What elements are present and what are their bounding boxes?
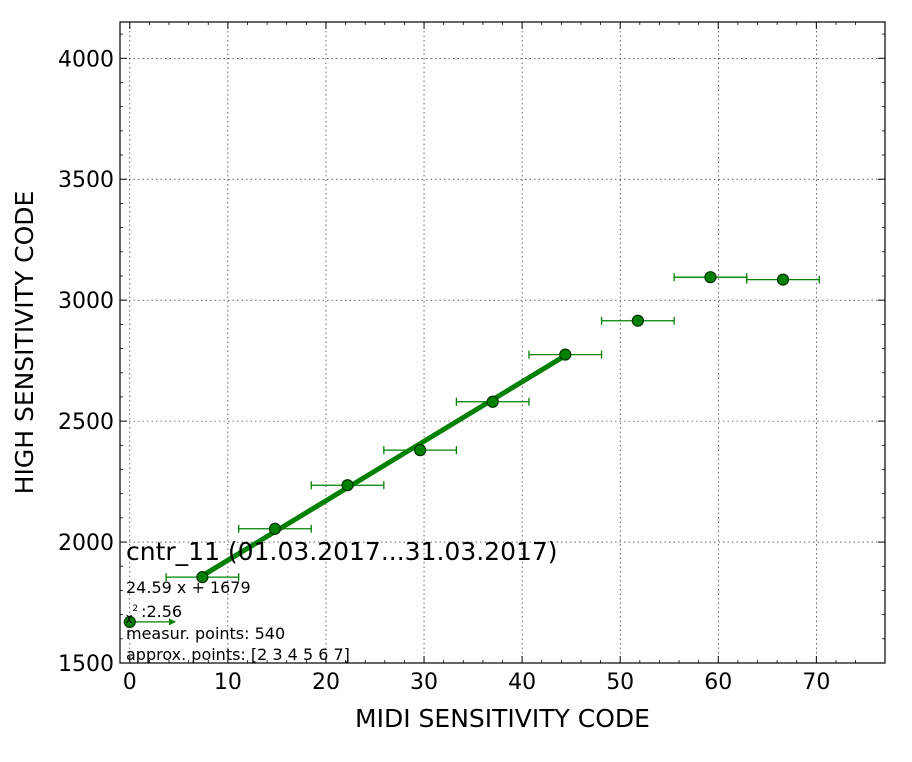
data-point	[341, 479, 354, 492]
data-point	[268, 522, 282, 535]
data-point	[776, 273, 790, 286]
x-axis-label: MIDI SENSITIVITY CODE	[355, 704, 650, 733]
annotation-title: cntr_11 (01.03.2017...31.03.2017)	[126, 537, 558, 566]
x-tick-label: 20	[312, 670, 340, 695]
data-point	[559, 348, 572, 361]
data-point	[123, 615, 136, 628]
y-tick-label: 2500	[58, 410, 114, 435]
y-tick-label: 3000	[58, 289, 114, 314]
y-tick-label: 3500	[58, 168, 114, 193]
annotation-chi2: χ2:2.56	[126, 602, 182, 624]
fit-line	[199, 353, 568, 579]
y-tick-label: 2000	[58, 531, 114, 556]
chi-power: 2	[132, 604, 138, 614]
y-tick-label: 4000	[58, 47, 114, 72]
x-tick-label: 10	[214, 670, 242, 695]
x-tick-label: 50	[606, 670, 634, 695]
plot-frame	[119, 21, 886, 664]
data-point	[196, 571, 209, 584]
data-point	[704, 271, 717, 284]
tick-layer	[120, 22, 885, 664]
x-tick-label: 70	[802, 670, 830, 695]
data-point	[631, 314, 644, 327]
grid	[120, 22, 885, 664]
x-tick-label: 30	[410, 670, 438, 695]
y-axis-label: HIGH SENSITIVITY CODE	[10, 191, 39, 495]
annotation-measur-points: measur. points: 540	[126, 624, 285, 643]
chi-symbol: χ	[126, 611, 133, 624]
annotation-equation: 24.59 x + 1679	[126, 578, 251, 597]
y-tick-label: 1500	[58, 652, 114, 677]
fit-line-layer	[199, 353, 568, 579]
tick-label-layer: 0 10 20 30 40 50 60 70 1500 2000 2500 3000 3500 4000	[58, 47, 830, 695]
annotation-approx-points: approx. points: [2 3 4 5 6 7]	[126, 645, 350, 664]
x-tick-label: 0	[123, 670, 137, 695]
errorbar-layer	[129, 273, 820, 626]
x-tick-label: 40	[508, 670, 536, 695]
annotation-block: cntr_11 (01.03.2017...31.03.2017) 24.59 …	[126, 537, 558, 664]
data-point	[414, 444, 427, 457]
arrow-head	[169, 618, 177, 626]
chi-value: :2.56	[141, 602, 182, 621]
x-tick-label: 60	[704, 670, 732, 695]
marker-layer	[123, 271, 790, 628]
data-point	[486, 395, 499, 408]
